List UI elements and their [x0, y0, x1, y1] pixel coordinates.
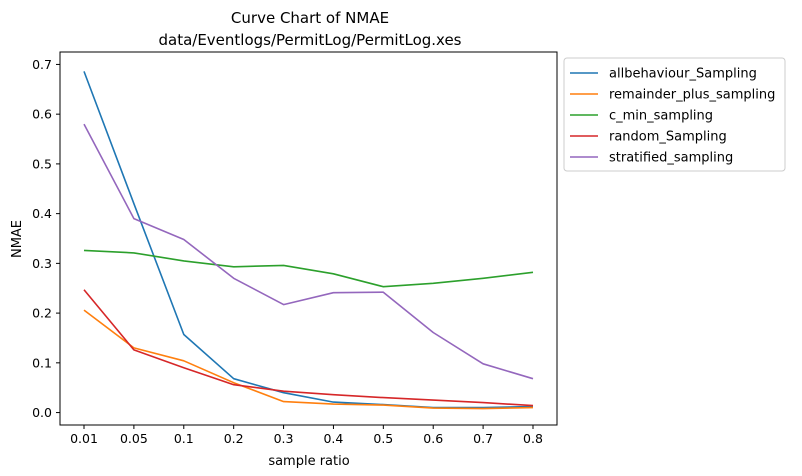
- legend-label: remainder_plus_sampling: [609, 88, 775, 103]
- plot-area: [59, 51, 558, 426]
- series-line-allbehaviour_Sampling: [83, 71, 534, 409]
- legend-label: c_min_sampling: [609, 109, 713, 124]
- series-line-c_min_sampling: [83, 249, 534, 288]
- plot-frame: [59, 51, 558, 426]
- x-tick-label: 0.8: [523, 431, 543, 446]
- y-tick-label: 0.4: [32, 206, 52, 221]
- x-tick-label: 0.5: [373, 431, 393, 446]
- series-line-remainder_plus_sampling: [83, 309, 534, 410]
- legend-label: random_Sampling: [609, 130, 727, 145]
- chart-title: Curve Chart of NMAE: [231, 9, 389, 27]
- x-axis: 0.01 0.05 0.1 0.2 0.3 0.4 0.5 0.6 0.7 0.8: [70, 425, 543, 446]
- y-axis: 0.0 0.1 0.2 0.3 0.4 0.5 0.6 0.7: [32, 57, 60, 420]
- series-lines: [83, 71, 534, 410]
- y-axis-label: NMAE: [10, 220, 25, 258]
- series-line-random_Sampling: [83, 289, 534, 407]
- y-tick-label: 0.2: [32, 306, 52, 321]
- x-tick-label: 0.05: [120, 431, 148, 446]
- legend: allbehaviour_Sampling remainder_plus_samp…: [563, 57, 786, 172]
- y-tick-label: 0.7: [32, 57, 52, 72]
- y-tick-label: 0.1: [32, 355, 52, 370]
- x-tick-label: 0.2: [224, 431, 244, 446]
- x-tick-label: 0.4: [323, 431, 343, 446]
- x-tick-label: 0.6: [423, 431, 443, 446]
- x-tick-label: 0.1: [174, 431, 194, 446]
- legend-label: allbehaviour_Sampling: [609, 67, 757, 82]
- x-axis-label: sample ratio: [268, 454, 349, 469]
- chart-subtitle: data/Eventlogs/PermitLog/PermitLog.xes: [158, 31, 461, 49]
- legend-label: stratified_sampling: [609, 151, 733, 166]
- x-tick-label: 0.01: [70, 431, 98, 446]
- y-tick-label: 0.3: [32, 256, 52, 271]
- y-tick-label: 0.6: [32, 107, 52, 122]
- y-tick-label: 0.5: [32, 156, 52, 171]
- series-line-stratified_sampling: [83, 123, 534, 380]
- x-tick-label: 0.3: [274, 431, 294, 446]
- legend-frame: [563, 57, 786, 172]
- y-tick-label: 0.0: [32, 405, 52, 420]
- x-tick-label: 0.7: [473, 431, 493, 446]
